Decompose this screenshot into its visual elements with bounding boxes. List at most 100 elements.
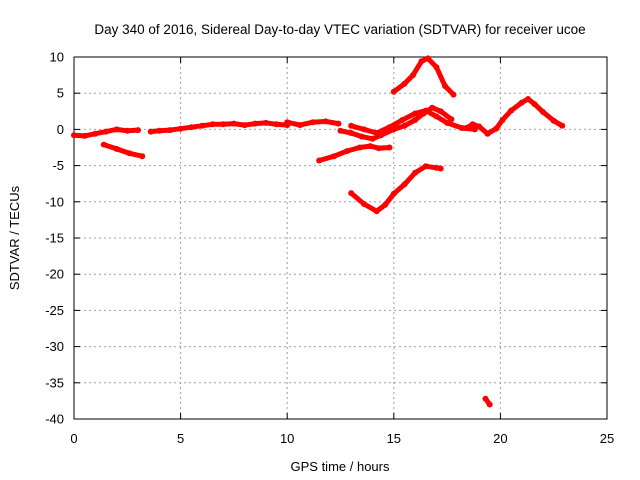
data-point (348, 122, 355, 129)
data-point (126, 150, 133, 157)
data-point (412, 110, 419, 117)
data-point (373, 208, 380, 215)
data-point (361, 126, 367, 133)
data-point (429, 104, 436, 111)
data-point (401, 80, 408, 87)
y-tick-label: -15 (45, 231, 64, 246)
data-point (335, 120, 342, 127)
data-point (92, 130, 99, 137)
data-point (499, 117, 506, 123)
data-point (316, 157, 323, 164)
data-point (463, 125, 470, 131)
data-point (469, 121, 476, 128)
data-point (559, 122, 566, 129)
data-point (113, 145, 120, 152)
data-point (518, 99, 525, 106)
chart-title: Day 340 of 2016, Sidereal Day-to-day VTE… (94, 22, 585, 37)
x-tick-label: 15 (387, 431, 401, 446)
data-point (166, 127, 173, 134)
series-line-track-08 (348, 163, 444, 214)
data-point (442, 83, 448, 89)
data-point (390, 190, 397, 197)
data-point (390, 88, 397, 95)
data-point (113, 126, 120, 133)
data-point (412, 169, 419, 176)
data-point (262, 119, 269, 126)
data-point (337, 127, 344, 134)
data-point (198, 122, 205, 129)
data-point (100, 141, 107, 148)
x-tick-label: 20 (493, 431, 507, 446)
data-point (493, 125, 500, 132)
data-point (322, 118, 329, 125)
data-point (147, 128, 154, 135)
y-tick-label: -25 (45, 303, 64, 318)
data-point (135, 127, 141, 134)
data-point (459, 125, 465, 131)
data-point (367, 143, 374, 150)
data-point (273, 121, 280, 128)
data-point (103, 128, 109, 135)
data-point (399, 117, 406, 123)
data-point (386, 144, 393, 151)
y-tick-label: -10 (45, 194, 64, 209)
data-point (484, 130, 491, 137)
data-point (375, 145, 382, 152)
data-point (284, 119, 291, 126)
x-tick-label: 5 (177, 431, 184, 446)
data-point (252, 120, 259, 127)
data-point (410, 72, 416, 79)
gridlines (74, 57, 607, 419)
data-point (486, 401, 493, 408)
data-point (209, 121, 216, 128)
data-point (348, 190, 355, 197)
data-point (437, 108, 444, 115)
data-point (424, 55, 431, 62)
series-line-track-09 (391, 55, 456, 98)
data-point (508, 107, 515, 114)
data-point (531, 101, 538, 108)
data-point (422, 163, 429, 170)
data-point (525, 96, 532, 102)
x-axis-label: GPS time / hours (291, 459, 390, 474)
data-point (220, 121, 227, 128)
data-point (358, 133, 365, 140)
data-point (433, 64, 440, 71)
data-point (448, 116, 455, 123)
y-tick-label: -40 (45, 412, 64, 427)
data-point (188, 124, 195, 131)
y-tick-label: 0 (57, 122, 64, 137)
data-point (331, 153, 338, 160)
axis-ticks: 0 5 10 15 20 25 10 5 0 -5 -10 -15 -20 -25 -30 -35 -40 (45, 50, 614, 447)
data-point (373, 130, 380, 136)
data-point (382, 201, 389, 208)
data-point (71, 132, 77, 139)
data-point (177, 125, 184, 132)
data-point (361, 201, 367, 207)
data-point (476, 123, 483, 130)
data-point (422, 107, 429, 114)
y-tick-label: -35 (45, 375, 64, 390)
x-tick-label: 25 (600, 431, 614, 446)
data-point (418, 58, 425, 65)
data-point (540, 109, 546, 115)
data-point (437, 165, 444, 172)
data-point (139, 153, 146, 160)
data-point (433, 113, 440, 120)
data-point (412, 117, 419, 123)
x-tick-label: 0 (70, 431, 77, 446)
data-point (156, 127, 163, 134)
data-point (450, 91, 457, 98)
data-point (241, 122, 248, 129)
x-tick-label: 10 (280, 431, 294, 446)
y-tick-label: -20 (45, 267, 64, 282)
data-point (550, 117, 557, 124)
data-series (71, 55, 566, 408)
y-axis-label: SDTVAR / TECUs (7, 185, 22, 290)
data-point (401, 122, 408, 129)
data-point (369, 135, 376, 142)
y-tick-label: -5 (52, 158, 64, 173)
data-point (81, 132, 88, 139)
